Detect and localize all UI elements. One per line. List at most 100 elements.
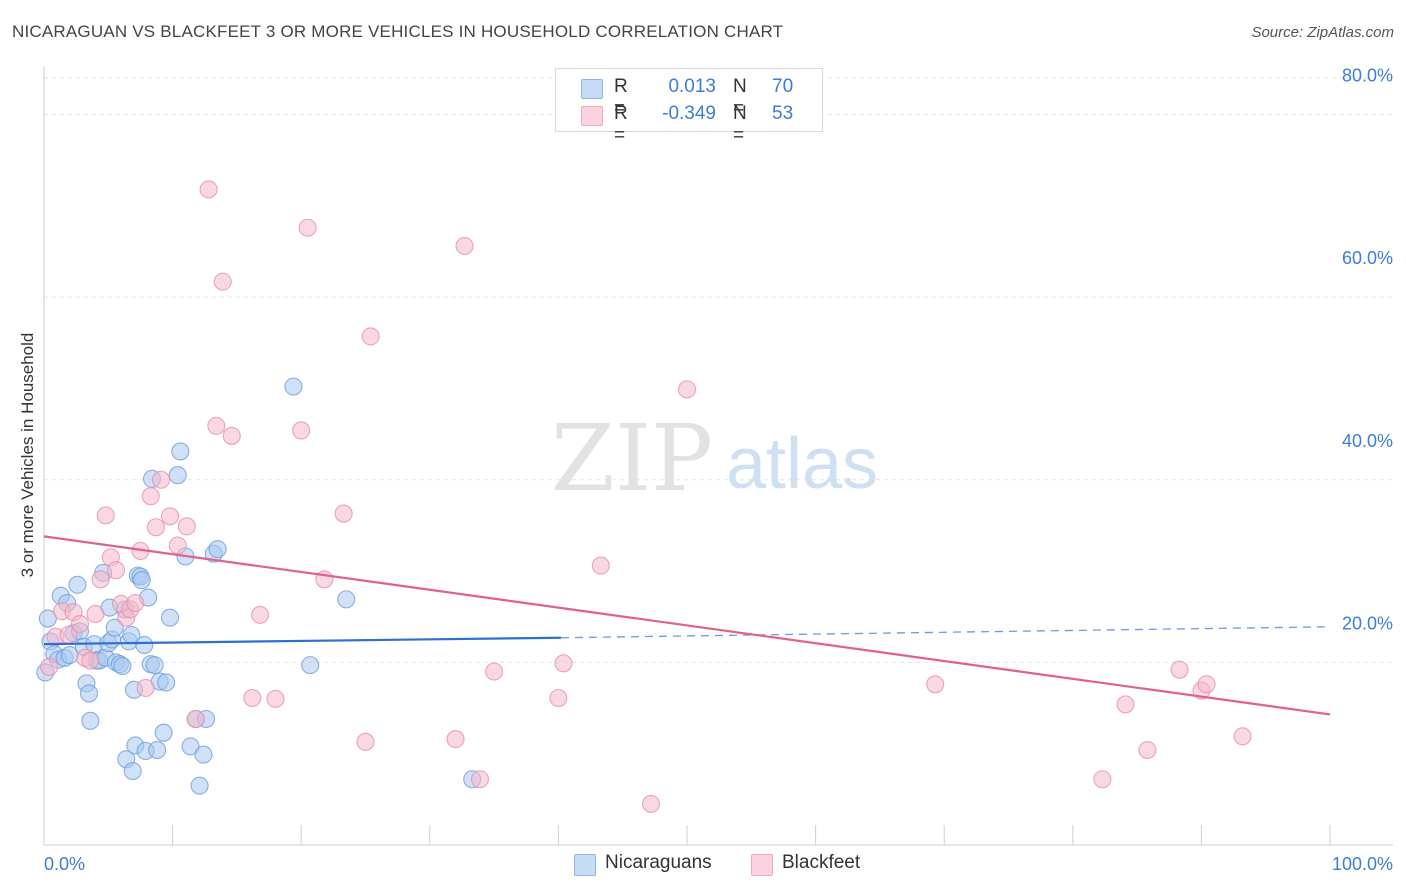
point-nicaraguans — [105, 618, 124, 637]
point-blackfeet — [292, 421, 311, 440]
point-nicaraguans — [168, 466, 187, 485]
legend-label-nicaraguans: Nicaraguans — [605, 852, 712, 873]
legend-n-value: 53 — [772, 103, 794, 124]
legend-r-label: R = — [614, 76, 628, 119]
watermark: ZIP atlas — [551, 405, 878, 512]
point-nicaraguans — [132, 571, 151, 590]
legend-n-label: N = — [733, 103, 747, 146]
trend-line-nicaraguans-extension — [560, 626, 1331, 639]
point-nicaraguans — [301, 656, 320, 675]
stats-legend: R = 0.013 N = 70 R = -0.349 N = 53 — [555, 68, 823, 146]
point-blackfeet — [334, 504, 353, 523]
point-blackfeet — [1093, 770, 1112, 789]
point-blackfeet — [298, 218, 317, 237]
point-nicaraguans — [113, 656, 132, 676]
point-blackfeet — [266, 689, 285, 708]
point-blackfeet — [40, 657, 59, 676]
source-label: Source: ZipAtlas.com — [1251, 24, 1394, 41]
legend-swatch-blackfeet — [581, 106, 603, 126]
point-nicaraguans — [68, 575, 87, 594]
point-blackfeet — [356, 732, 375, 751]
point-nicaraguans — [190, 776, 209, 795]
point-blackfeet — [91, 570, 110, 589]
point-blackfeet — [168, 536, 187, 555]
y-tick-label: 60.0% — [1342, 248, 1393, 268]
legend-label-blackfeet: Blackfeet — [782, 852, 861, 873]
point-blackfeet — [160, 507, 180, 526]
point-nicaraguans — [157, 673, 176, 692]
axes — [43, 66, 1393, 846]
legend-n-label: N = — [733, 76, 747, 119]
y-axis-title: 3 or more Vehicles in Household — [18, 332, 37, 578]
point-blackfeet — [106, 561, 126, 580]
point-nicaraguans — [145, 656, 164, 675]
point-blackfeet — [70, 614, 90, 634]
legend-swatch-nicaraguans — [581, 79, 603, 99]
point-blackfeet — [250, 605, 270, 624]
point-nicaraguans — [160, 608, 180, 627]
point-blackfeet — [151, 470, 171, 489]
point-nicaraguans — [181, 737, 200, 756]
legend-r-value: 0.013 — [668, 76, 716, 97]
x-tick-label: 100.0% — [1332, 854, 1393, 874]
y-tick-label: 20.0% — [1342, 613, 1393, 633]
point-blackfeet — [213, 272, 232, 291]
trend-lines — [43, 535, 1331, 716]
point-blackfeet — [677, 380, 697, 399]
point-blackfeet — [1138, 740, 1157, 760]
point-blackfeet — [207, 416, 226, 435]
point-blackfeet — [146, 518, 165, 537]
point-nicaraguans — [79, 684, 99, 703]
data-points — [36, 180, 1252, 813]
point-blackfeet — [1197, 675, 1216, 694]
point-blackfeet — [222, 426, 241, 445]
point-nicaraguans — [81, 711, 100, 730]
point-blackfeet — [199, 180, 218, 199]
trend-line-nicaraguans — [43, 636, 561, 646]
legend-r-label: R = — [614, 103, 628, 146]
point-blackfeet — [136, 678, 155, 697]
y-tick-label: 80.0% — [1342, 66, 1393, 86]
legend-swatch-blackfeet — [751, 854, 773, 876]
point-blackfeet — [86, 604, 105, 624]
legend-swatch-nicaraguans — [574, 854, 596, 876]
point-blackfeet — [554, 654, 573, 673]
point-nicaraguans — [171, 442, 190, 461]
point-nicaraguans — [284, 377, 303, 396]
point-blackfeet — [126, 593, 145, 613]
legend-n-value: 70 — [772, 76, 794, 97]
point-blackfeet — [96, 506, 115, 525]
gridlines — [44, 77, 1393, 663]
point-blackfeet — [446, 730, 465, 749]
point-blackfeet — [591, 556, 610, 575]
point-nicaraguans — [148, 740, 167, 760]
point-blackfeet — [1170, 660, 1189, 679]
point-blackfeet — [549, 688, 568, 708]
point-blackfeet — [81, 651, 100, 670]
point-blackfeet — [455, 236, 474, 256]
watermark-zip: ZIP — [551, 405, 713, 512]
point-blackfeet — [641, 794, 661, 813]
point-blackfeet — [243, 688, 262, 708]
point-nicaraguans — [38, 609, 57, 628]
point-nicaraguans — [154, 723, 173, 742]
point-nicaraguans — [337, 590, 356, 609]
trend-line-blackfeet — [43, 535, 1331, 716]
point-blackfeet — [361, 327, 380, 346]
point-blackfeet — [141, 487, 160, 506]
point-blackfeet — [177, 517, 196, 536]
point-blackfeet — [485, 662, 504, 681]
y-tick-label: 40.0% — [1342, 431, 1393, 451]
legend-r-value: -0.349 — [662, 103, 716, 124]
point-blackfeet — [1116, 695, 1135, 714]
point-blackfeet — [470, 770, 490, 789]
tick-labels: 20.0% 40.0% 60.0% 80.0% 0.0% 100.0% — [44, 66, 1393, 874]
point-nicaraguans — [135, 635, 154, 655]
point-nicaraguans — [194, 745, 213, 764]
point-blackfeet — [186, 709, 205, 729]
point-blackfeet — [926, 675, 945, 694]
point-nicaraguans — [123, 761, 142, 781]
point-blackfeet — [1233, 727, 1252, 746]
watermark-atlas: atlas — [726, 424, 878, 504]
